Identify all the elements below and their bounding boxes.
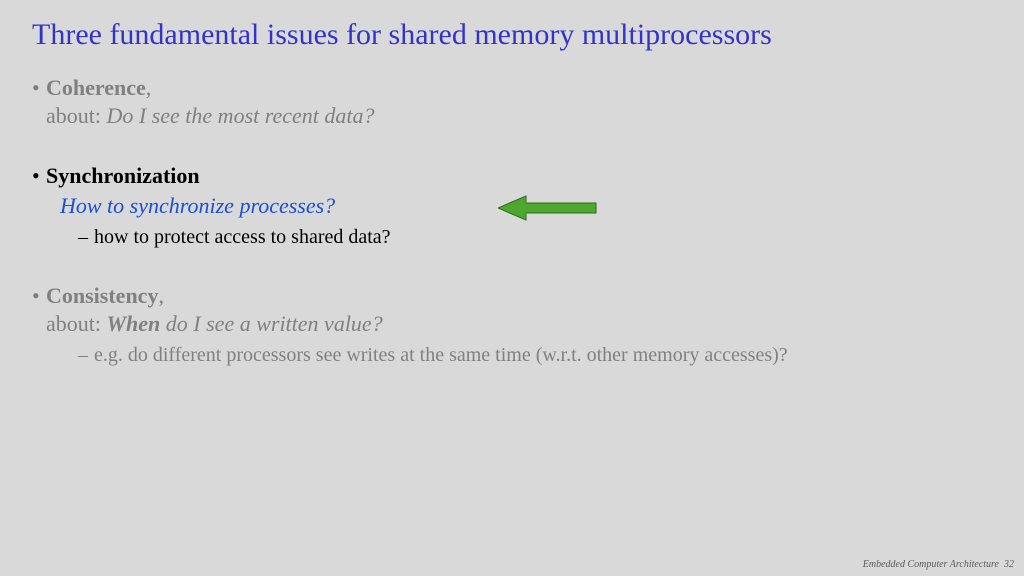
gap [32, 132, 992, 162]
issue-heading-line: Synchronization [46, 162, 992, 190]
arrow-left-icon [498, 194, 598, 222]
issue-coherence: • Coherence, about: Do I see the most re… [32, 74, 992, 130]
about-prefix: about: [46, 311, 107, 336]
issue-consistency: • Consistency, about: When do I see a wr… [32, 282, 992, 368]
sub-point: – how to protect access to shared data? [78, 224, 992, 250]
about-emph: When [107, 311, 161, 336]
bullet-content: Coherence, about: Do I see the most rece… [46, 74, 992, 130]
gap [32, 252, 992, 282]
slide-title: Three fundamental issues for shared memo… [32, 18, 992, 52]
issue-about-line: about: When do I see a written value? [46, 310, 992, 338]
sub-point-text: how to protect access to shared data? [94, 224, 992, 250]
issue-heading-line: Consistency, [46, 282, 992, 310]
dash: – [78, 342, 94, 368]
about-question: Do I see the most recent data? [107, 103, 375, 128]
issue-heading: Consistency [46, 283, 158, 308]
bullet-content: Consistency, about: When do I see a writ… [46, 282, 992, 368]
slide-footer: Embedded Computer Architecture 32 [863, 559, 1014, 570]
arrow-shape [498, 196, 596, 220]
issue-heading: Coherence [46, 75, 146, 100]
slide: Three fundamental issues for shared memo… [0, 0, 1024, 576]
bullet-dot: • [32, 74, 46, 102]
issue-about-line: about: Do I see the most recent data? [46, 102, 992, 130]
issue-heading-suffix: , [158, 283, 164, 308]
footer-text: Embedded Computer Architecture [863, 559, 999, 570]
sub-point: – e.g. do different processors see write… [78, 342, 992, 368]
bullet-dot: • [32, 282, 46, 310]
issue-heading: Synchronization [46, 163, 200, 188]
bullet-dot: • [32, 162, 46, 190]
dash: – [78, 224, 94, 250]
issue-heading-line: Coherence, [46, 74, 992, 102]
about-rest: do I see a written value? [160, 311, 382, 336]
sub-point-text: e.g. do different processors see writes … [94, 342, 992, 368]
footer-page: 32 [1004, 559, 1014, 570]
about-prefix: about: [46, 103, 107, 128]
issue-heading-suffix: , [146, 75, 152, 100]
